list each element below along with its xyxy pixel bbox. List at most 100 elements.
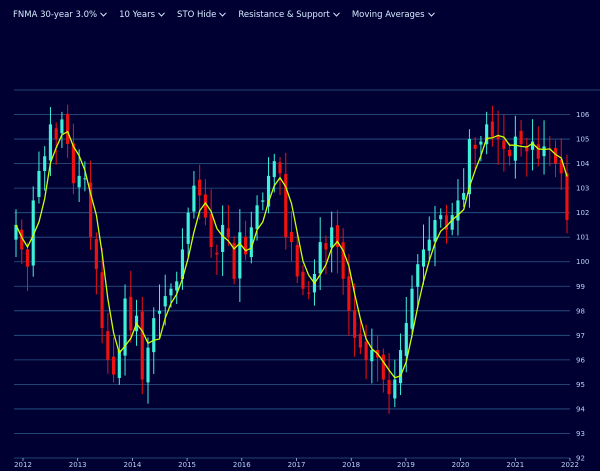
candle-body <box>278 162 282 174</box>
x-tick-label: 2015 <box>178 461 196 469</box>
toolbar: FNMA 30-year 3.0% 10 Years STO Hide Resi… <box>0 0 600 30</box>
period-label: 10 Years <box>119 10 156 20</box>
candle-body <box>238 232 242 279</box>
candle-body <box>341 242 345 279</box>
period-dropdown[interactable]: 10 Years <box>119 10 165 20</box>
chevron-down-icon <box>332 10 340 20</box>
candle-body <box>77 175 81 188</box>
candle-body <box>318 242 322 274</box>
x-tick-label: 2022 <box>561 461 579 469</box>
x-tick-label: 2012 <box>14 461 32 469</box>
x-tick-label: 2019 <box>397 461 415 469</box>
candle-body <box>152 318 156 353</box>
y-tick-label: 103 <box>576 185 589 193</box>
candle-body <box>71 143 75 184</box>
candle-body <box>364 341 368 360</box>
instrument-label: FNMA 30-year 3.0% <box>13 10 98 20</box>
candle-body <box>508 149 512 157</box>
y-tick-label: 99 <box>576 283 585 291</box>
candle-body <box>232 242 236 279</box>
candle-body <box>100 272 104 328</box>
x-tick-label: 2021 <box>506 461 524 469</box>
y-tick-label: 98 <box>576 307 585 315</box>
candle-body <box>398 350 403 384</box>
candle-body <box>530 141 535 150</box>
candle-body <box>266 175 271 207</box>
candle-body <box>519 130 523 144</box>
x-tick-label: 2014 <box>123 461 141 469</box>
candle-body <box>473 144 477 149</box>
candle-body <box>347 276 351 311</box>
y-tick-label: 93 <box>576 430 585 438</box>
candle-body <box>307 292 311 294</box>
y-tick-label: 95 <box>576 381 585 389</box>
candle-body <box>284 174 288 238</box>
candle-body <box>421 249 426 267</box>
y-tick-label: 97 <box>576 332 585 340</box>
candle-body <box>502 140 506 149</box>
candle-body <box>462 193 466 200</box>
moving-averages-dropdown[interactable]: Moving Averages <box>352 10 435 20</box>
candle-body <box>490 121 494 137</box>
candle-body <box>467 139 472 195</box>
candle-body <box>123 298 127 356</box>
y-tick-label: 100 <box>576 258 589 266</box>
y-tick-label: 101 <box>576 234 589 242</box>
resistance-support-dropdown[interactable]: Resistance & Support <box>238 10 340 20</box>
candle-body <box>54 128 58 140</box>
candle-body <box>60 119 64 134</box>
candle-body <box>186 212 190 244</box>
candle-body <box>180 249 185 280</box>
candle-body <box>324 243 328 250</box>
candle-body <box>215 252 219 255</box>
sto-dropdown[interactable]: STO Hide <box>177 10 227 20</box>
candle-body <box>542 146 546 157</box>
candle-body <box>370 350 374 362</box>
candle-body <box>272 161 276 178</box>
candle-body <box>226 228 230 238</box>
candle-body <box>353 310 357 338</box>
instrument-dropdown[interactable]: FNMA 30-year 3.0% <box>13 10 107 20</box>
candle-body <box>31 200 35 266</box>
candle-body <box>381 354 385 380</box>
y-tick-label: 94 <box>576 405 585 413</box>
candle-body <box>106 331 110 360</box>
candle-body <box>261 200 265 202</box>
moving-average-path <box>15 130 568 379</box>
x-tick-label: 2016 <box>233 461 251 469</box>
candle-body <box>553 148 558 164</box>
candle-body <box>404 323 408 356</box>
candle-body <box>146 347 150 383</box>
candle-body <box>140 311 144 380</box>
candle-body <box>209 213 213 248</box>
y-axis-ticks: 92 93 94 95 96 97 98 99 100 101 102 103 104 105 106 <box>576 111 590 462</box>
y-tick-label: 102 <box>576 209 589 217</box>
candle-body <box>433 220 437 242</box>
candle-body <box>416 264 420 287</box>
moving-averages-label: Moving Averages <box>351 10 425 20</box>
candle-body <box>559 159 563 174</box>
candle-body <box>387 379 391 395</box>
chevron-down-icon <box>158 10 165 20</box>
candle-body <box>335 225 339 248</box>
sto-label: STO Hide <box>177 10 217 20</box>
candle-body <box>43 156 47 171</box>
candle-body <box>169 288 173 296</box>
y-tick-label: 105 <box>576 136 589 144</box>
chevron-down-icon <box>427 10 435 20</box>
candle-body <box>255 205 259 230</box>
candle-body <box>289 231 294 243</box>
candle-body <box>221 224 225 252</box>
candle-body <box>66 113 70 144</box>
candle-body <box>456 200 460 221</box>
x-axis-ticks: 2012 2013 2014 2015 2016 2017 2018 2019 2020 2021… <box>14 458 579 469</box>
candle-body <box>203 194 207 218</box>
x-tick-label: 2020 <box>452 461 470 469</box>
candle-body <box>48 124 53 161</box>
candle-body <box>163 296 167 307</box>
candle-body <box>358 333 362 348</box>
x-tick-label: 2017 <box>288 461 306 469</box>
candle-body <box>439 215 443 220</box>
candle-body <box>485 124 489 145</box>
